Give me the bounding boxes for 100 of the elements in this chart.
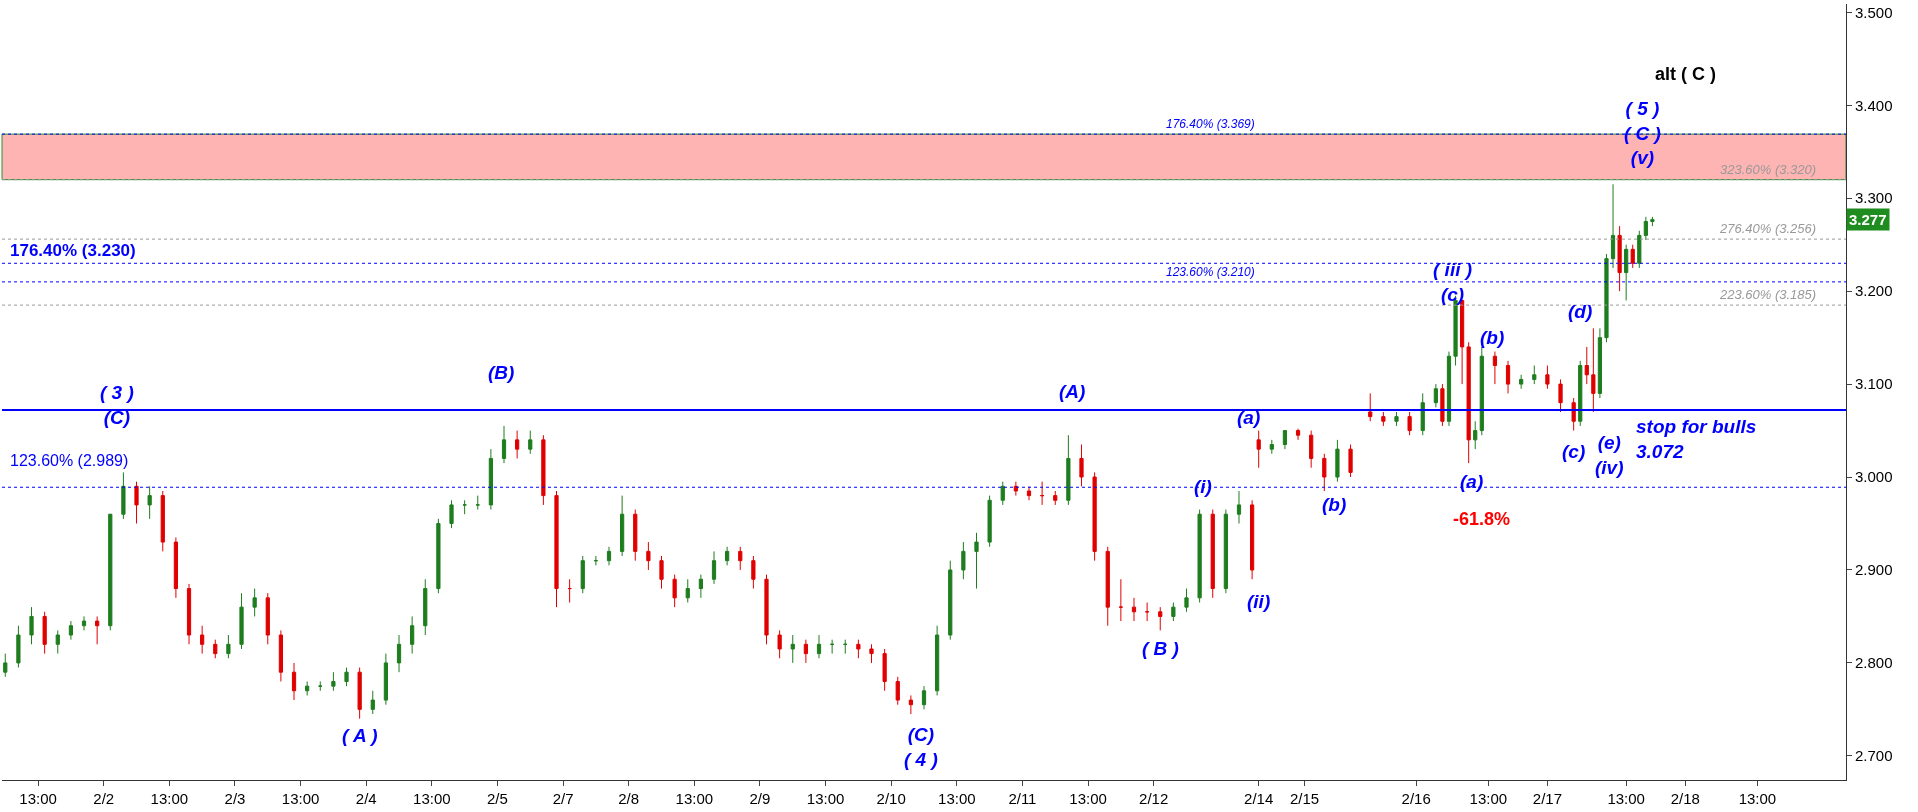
candlestick [370,690,375,715]
ref-line-label: 176.40% (3.230) [10,241,136,260]
candlestick [81,615,87,631]
candlestick [1492,351,1498,385]
candlestick [278,629,283,682]
candlestick [1158,606,1163,631]
candlestick [449,499,454,529]
candlestick [475,495,480,511]
candlestick [646,541,651,571]
y-tick-label: 2.900 [1855,561,1893,579]
candlestick [1118,578,1123,622]
candlestick [55,629,60,655]
candlestick [160,490,165,552]
candlestick [200,625,205,655]
candlestick [252,588,257,617]
candlestick [895,676,900,706]
candlestick [1236,490,1242,524]
x-tick-label: 2/16 [1401,790,1431,807]
candlestick [869,643,874,664]
candlestick [488,448,493,511]
annotation: -61.8% [1453,509,1511,529]
candlestick [344,667,349,687]
candlestick [1624,244,1629,301]
ref-line-label: 123.60% (3.210) [1166,265,1255,279]
annotation: (e) (iv) [1595,432,1624,478]
candlestick [685,578,690,603]
candlestick [305,680,310,696]
candlestick [1505,360,1511,394]
candlestick [961,541,966,580]
candlestick [173,536,179,599]
candlestick [856,639,861,659]
annotation: (c) [1562,441,1586,462]
candlestick [423,578,428,636]
annotation: ( 3 ) (C) [100,382,134,428]
annotation: ( 5 ) ( C ) (v) [1624,98,1661,169]
candlestick [921,685,927,710]
y-tick-label: 3.300 [1855,189,1893,207]
candlestick [1092,471,1097,562]
annotation: (b) [1322,494,1347,515]
candlestick [1604,253,1609,343]
candlestick [1617,225,1622,292]
candlestick [1348,444,1353,478]
annotation: (a) [1237,407,1261,428]
candlestick [1250,499,1255,580]
annotation: (i) [1194,476,1212,497]
candlestick [830,639,835,655]
x-tick-label: 2/2 [93,790,115,807]
candlestick [659,555,664,590]
candlestick [1420,392,1425,436]
candlestick [1368,392,1373,422]
x-tick-label: 13:00 [413,790,451,807]
y-tick-label: 2.800 [1855,654,1893,672]
candlestick [396,634,402,673]
candlestick [1446,351,1452,427]
candlestick [882,648,887,692]
x-tick-label: 13:00 [938,790,976,807]
candlestick [1171,602,1176,622]
candlestick [1282,430,1288,450]
candlestick [410,615,415,655]
candlestick [1223,509,1228,594]
candlestick [738,546,743,571]
candlestick [134,481,139,524]
text: 3.277 [1849,211,1887,228]
candlestick [1000,481,1005,506]
x-tick-label: 13:00 [1469,790,1508,807]
candlestick [1558,378,1563,413]
candlestick [1381,411,1386,427]
candlestick [291,662,297,701]
candlestick [580,555,585,594]
candlestick [1519,374,1524,390]
candlestick [1630,244,1635,269]
candlestick [3,653,8,678]
candlestick [501,425,507,464]
candlestick [764,574,769,645]
candlestick [843,639,848,655]
x-tick-label: 13:00 [1607,790,1645,807]
candlestick [1026,485,1032,501]
candlestick [1053,490,1058,506]
x-tick-label: 2/17 [1532,790,1563,807]
candlestick [1145,602,1150,622]
x-tick-label: 13:00 [806,790,845,807]
y-tick-label: 2.700 [1855,747,1893,765]
candlestick [698,574,703,599]
candlestick [95,615,100,645]
candlestick [1079,444,1084,487]
x-tick-label: 2/7 [552,790,574,807]
candlestick [1433,383,1438,408]
x-tick-label: 2/3 [224,790,246,807]
candlestick [567,578,572,603]
x-tick-label: 13:00 [1738,790,1777,807]
x-tick-label: 13:00 [1069,790,1107,807]
candlestick [1210,509,1215,599]
annotation: alt ( C ) [1655,64,1716,84]
candlestick [948,560,953,641]
ref-line-label: 323.60% (3.320) [1720,162,1817,177]
candlestick [816,634,822,659]
candlestick [1545,365,1550,390]
x-tick-label: 2/8 [618,790,640,807]
x-tick-label: 13:00 [675,790,714,807]
candlestick [1269,439,1274,455]
